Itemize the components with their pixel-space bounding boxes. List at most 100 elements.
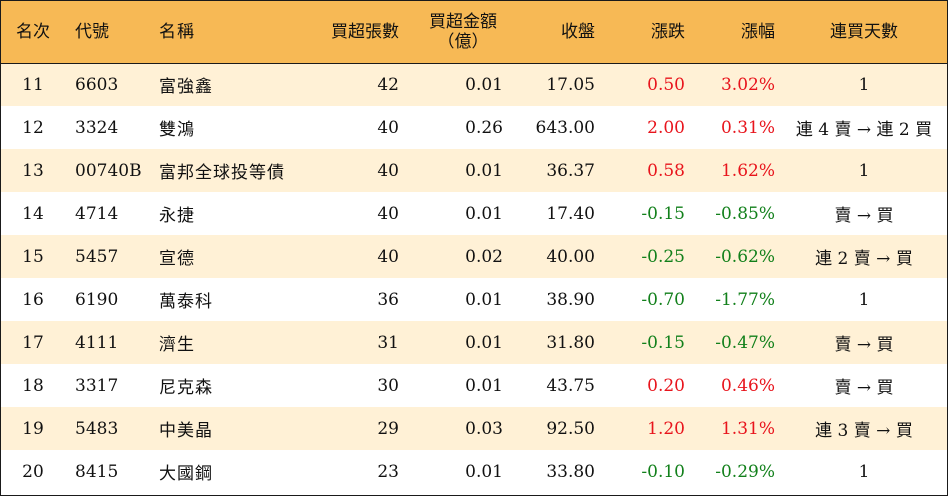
name-cell: 大國鋼: [159, 464, 213, 484]
code-cell: 4111: [75, 332, 119, 353]
table-row: 19 5483 中美晶 29 0.03 92.50 1.20 1.31% 連 3 賣 → 買: [1, 407, 947, 450]
name-cell: 濟生: [159, 335, 195, 355]
code-cell: 00740B: [75, 160, 142, 181]
close-cell: 40.00: [546, 246, 595, 267]
net-buy-lots-cell: 40: [377, 203, 399, 224]
consecutive-days-cell: 連 3 賣 → 買: [815, 421, 913, 441]
net-buy-lots-cell: 29: [377, 418, 399, 439]
net-buy-amount-cell: 0.26: [465, 117, 503, 138]
consecutive-days-cell: 連 2 賣 → 買: [815, 249, 913, 269]
rank-cell: 13: [22, 160, 44, 181]
change-cell: -0.15: [641, 332, 685, 353]
header-net-buy-amount-line1: 買超金額: [429, 11, 497, 32]
close-cell: 643.00: [535, 117, 595, 138]
rank-cell: 12: [22, 117, 44, 138]
change-cell: -0.70: [641, 289, 685, 310]
close-cell: 36.37: [546, 160, 595, 181]
close-cell: 31.80: [546, 332, 595, 353]
change-pct-cell: 0.31%: [720, 117, 775, 138]
change-pct-cell: 3.02%: [720, 74, 775, 95]
change-pct-cell: -1.77%: [715, 289, 775, 310]
header-change-pct: 漲幅: [691, 1, 781, 64]
header-row: 名次 代號 名稱 買超張數 買超金額 （億） 收盤 漲跌 漲幅 連買天數: [1, 1, 947, 64]
net-buy-amount-cell: 0.02: [465, 246, 503, 267]
rank-cell: 20: [22, 461, 44, 482]
code-cell: 5457: [75, 246, 119, 267]
change-pct-cell: -0.29%: [715, 461, 775, 482]
net-buy-lots-cell: 36: [377, 289, 399, 310]
code-cell: 6190: [75, 289, 119, 310]
close-cell: 33.80: [546, 461, 595, 482]
net-buy-amount-cell: 0.01: [465, 203, 503, 224]
table-row: 17 4111 濟生 31 0.01 31.80 -0.15 -0.47% 賣 → 買: [1, 321, 947, 364]
header-rank: 名次: [1, 1, 65, 64]
close-cell: 38.90: [546, 289, 595, 310]
table-row: 15 5457 宣德 40 0.02 40.00 -0.25 -0.62% 連 2 賣 → 買: [1, 235, 947, 278]
code-cell: 5483: [75, 418, 119, 439]
code-cell: 4714: [75, 203, 119, 224]
table-row: 12 3324 雙鴻 40 0.26 643.00 2.00 0.31% 連 4 賣 → 連 2…: [1, 106, 947, 149]
change-pct-cell: -0.47%: [715, 332, 775, 353]
name-cell: 中美晶: [159, 421, 213, 441]
close-cell: 17.40: [546, 203, 595, 224]
header-close: 收盤: [509, 1, 601, 64]
net-buy-amount-cell: 0.01: [465, 461, 503, 482]
header-name: 名稱: [149, 1, 309, 64]
table-row: 14 4714 永捷 40 0.01 17.40 -0.15 -0.85% 賣 → 買: [1, 192, 947, 235]
net-buy-amount-cell: 0.01: [465, 289, 503, 310]
table-row: 20 8415 大國鋼 23 0.01 33.80 -0.10 -0.29% 1: [1, 450, 947, 493]
consecutive-days-cell: 賣 → 買: [834, 335, 894, 355]
rank-cell: 16: [22, 289, 44, 310]
change-pct-cell: 1.31%: [720, 418, 775, 439]
rank-cell: 18: [22, 375, 44, 396]
rank-cell: 11: [22, 74, 44, 95]
consecutive-days-cell: 1: [858, 74, 870, 95]
code-cell: 8415: [75, 461, 119, 482]
close-cell: 17.05: [546, 74, 595, 95]
table-row: 11 6603 富強鑫 42 0.01 17.05 0.50 3.02% 1: [1, 63, 947, 106]
change-cell: 2.00: [647, 117, 685, 138]
code-cell: 3324: [75, 117, 119, 138]
code-cell: 3317: [75, 375, 119, 396]
net-buy-lots-cell: 40: [377, 246, 399, 267]
net-buy-lots-cell: 23: [377, 461, 399, 482]
consecutive-days-cell: 1: [858, 289, 870, 310]
close-cell: 92.50: [546, 418, 595, 439]
change-cell: -0.25: [641, 246, 685, 267]
rank-cell: 14: [22, 203, 44, 224]
net-buy-amount-cell: 0.01: [465, 332, 503, 353]
change-cell: 0.58: [647, 160, 685, 181]
change-pct-cell: 0.46%: [720, 375, 775, 396]
net-buy-lots-cell: 40: [377, 160, 399, 181]
table-row: 13 00740B 富邦全球投等債 40 0.01 36.37 0.58 1.62% 1: [1, 149, 947, 192]
change-cell: 0.50: [647, 74, 685, 95]
consecutive-days-cell: 1: [858, 461, 870, 482]
table-row: 16 6190 萬泰科 36 0.01 38.90 -0.70 -1.77% 1: [1, 278, 947, 321]
name-cell: 萬泰科: [159, 292, 213, 312]
net-buy-lots-cell: 30: [377, 375, 399, 396]
consecutive-days-cell: 賣 → 買: [834, 206, 894, 226]
rank-cell: 19: [22, 418, 44, 439]
change-cell: -0.10: [641, 461, 685, 482]
change-pct-cell: -0.62%: [715, 246, 775, 267]
change-pct-cell: 1.62%: [720, 160, 775, 181]
name-cell: 雙鴻: [159, 120, 195, 140]
net-buy-amount-cell: 0.03: [465, 418, 503, 439]
consecutive-days-cell: 連 4 賣 → 連 2 買: [795, 120, 933, 140]
rank-cell: 15: [22, 246, 44, 267]
header-code: 代號: [65, 1, 149, 64]
change-pct-cell: -0.85%: [715, 203, 775, 224]
table-body: 11 6603 富強鑫 42 0.01 17.05 0.50 3.02% 1 12 3324 雙鴻 40…: [1, 63, 947, 493]
consecutive-days-cell: 賣 → 買: [834, 378, 894, 398]
consecutive-days-cell: 1: [858, 160, 870, 181]
close-cell: 43.75: [546, 375, 595, 396]
net-buy-amount-cell: 0.01: [465, 160, 503, 181]
name-cell: 永捷: [159, 206, 195, 226]
header-consecutive-days: 連買天數: [781, 1, 947, 64]
net-buy-lots-cell: 40: [377, 117, 399, 138]
name-cell: 富邦全球投等債: [159, 163, 285, 183]
net-buy-amount-cell: 0.01: [465, 375, 503, 396]
net-buy-lots-cell: 31: [377, 332, 399, 353]
